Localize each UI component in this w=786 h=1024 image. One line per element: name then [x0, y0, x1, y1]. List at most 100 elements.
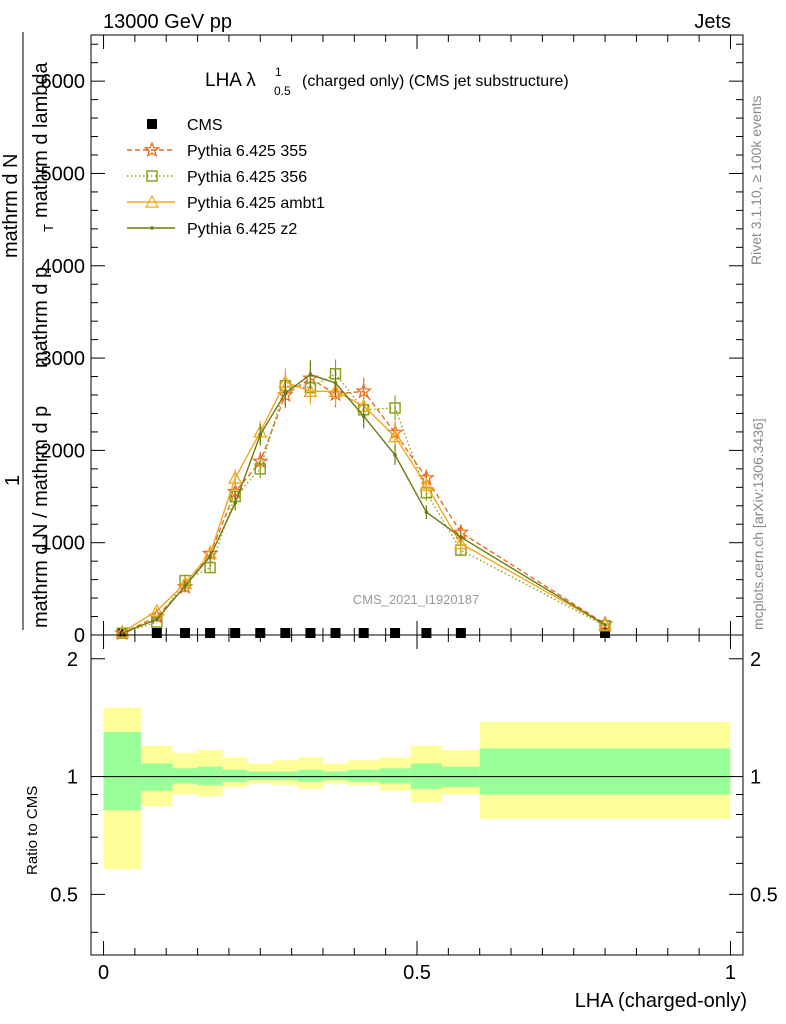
data-point-cms [330, 628, 341, 638]
ratio-inner-band [297, 769, 323, 782]
legend-item-pythia-6-425-ambt1: Pythia 6.425 ambt1 [127, 194, 325, 212]
data-point-pythia-6-425-z2 [208, 554, 212, 559]
legend-label: Pythia 6.425 356 [187, 169, 307, 186]
data-point-pythia-6-425-z2 [361, 414, 366, 419]
energy-label: 13000 GeV pp [103, 11, 232, 33]
ratio-inner-band [348, 769, 380, 782]
data-point-pythia-6-425-ambt1 [149, 603, 164, 617]
data-point-pythia-6-425-356 [151, 616, 163, 628]
legend: CMS Pythia 6.425 355 Pythia 6.425 356 Pythi… [127, 117, 325, 238]
rivet-label: Rivet 3.1.10, ≥ 100k events [748, 95, 764, 265]
svg-text:LHA λ: LHA λ [205, 70, 256, 91]
ratio-inner-band [379, 768, 411, 784]
plot-title-subscript: 0.5 [274, 84, 291, 98]
legend-marker-swatch [143, 141, 161, 158]
data-point-cms [180, 628, 191, 638]
legend-label: CMS [187, 117, 223, 134]
legend-label: Pythia 6.425 z2 [187, 221, 297, 238]
series-pythia-6-425-z2 [120, 360, 607, 635]
data-point-cms [151, 628, 162, 638]
series-line-pythia-6-425-ambt1 [121, 381, 606, 633]
plot-title: LHA λ 1 0.5 (charged only) (CMS jet subs… [205, 65, 569, 98]
plot-title-superscript: 1 [275, 65, 282, 79]
legend-label: Pythia 6.425 ambt1 [187, 195, 325, 212]
data-point-pythia-6-425-z2 [393, 453, 397, 457]
data-point-pythia-6-425-z2 [183, 584, 187, 588]
data-point-pythia-6-425-ambt1 [228, 470, 243, 484]
data-point-pythia-6-425-z2 [283, 391, 288, 395]
data-point-pythia-6-425-ambt1 [419, 478, 434, 492]
main-y-tick-label: 0 [74, 625, 85, 647]
main-y-tick-label: 5000 [41, 163, 86, 185]
plot-title-rest: (charged only) (CMS jet substructure) [302, 73, 569, 90]
main-y-tick-label: 2000 [41, 440, 86, 462]
data-point-pythia-6-425-z2 [155, 617, 159, 622]
data-point-cms [455, 628, 466, 638]
legend-marker-swatch [144, 194, 160, 208]
data-point-pythia-6-425-356 [599, 620, 611, 632]
data-point-cms [390, 628, 401, 638]
ratio-y-tick-label: 1 [67, 767, 78, 789]
data-point-pythia-6-425-z2 [120, 631, 125, 635]
y-label-line3: mathrm d lambda [30, 62, 52, 218]
ratio-x-tick-label: 0.5 [403, 962, 431, 984]
ratio-inner-band [172, 768, 198, 784]
ratio-inner-band [479, 748, 731, 795]
legend-marker-swatch [150, 226, 154, 230]
data-point-cms [600, 628, 611, 638]
data-point-pythia-6-425-ambt1 [387, 429, 403, 443]
ratio-inner-band [141, 763, 173, 791]
ratio-inner-band [222, 769, 248, 782]
legend-item-pythia-6-425-355: Pythia 6.425 355 [127, 141, 307, 160]
legend-item-cms: CMS [147, 117, 223, 134]
ratio-y-tick-label: 2 [67, 649, 78, 671]
ratio-y-tick-label: 0.5 [50, 884, 78, 906]
ratio-x-tick-label: 1 [725, 962, 736, 984]
main-y-tick-label: 3000 [41, 348, 86, 370]
data-point-cms [421, 628, 432, 638]
data-point-pythia-6-425-356 [204, 561, 216, 574]
ratio-inner-band [272, 771, 298, 780]
data-point-cms [205, 628, 216, 638]
data-point-pythia-6-425-ambt1 [303, 383, 318, 397]
plot-title-main: LHA λ [205, 70, 256, 91]
data-point-pythia-6-425-356 [389, 402, 401, 414]
main-y-tick-label: 1000 [41, 533, 86, 555]
series-cms [117, 628, 611, 638]
y-label-numerator: 1 [2, 475, 24, 486]
ratio-inner-band [247, 771, 273, 780]
ratio-y-axis-label: Ratio to CMS [24, 786, 41, 875]
main-y-tick-label: 4000 [41, 256, 86, 278]
main-y-axis-label: 1 mathrm d N mathrm d N / mathrm d p mat… [0, 32, 56, 630]
data-point-cms [305, 628, 316, 638]
data-point-pythia-6-425-356 [254, 463, 267, 475]
series-line-pythia-6-425-356 [122, 372, 606, 634]
data-point-cms [358, 628, 369, 638]
y-label-denominator: mathrm d N / mathrm d p [30, 406, 52, 628]
series-line-pythia-6-425-z2 [122, 373, 606, 634]
legend-label: Pythia 6.425 355 [187, 143, 307, 160]
data-point-cms [255, 628, 266, 638]
legend-item-pythia-6-425-z2: Pythia 6.425 z2 [127, 221, 297, 238]
legend-item-pythia-6-425-356: Pythia 6.425 356 [127, 169, 307, 186]
data-point-pythia-6-425-356 [116, 627, 129, 639]
data-point-pythia-6-425-z2 [308, 372, 313, 377]
ratio-inner-band [322, 771, 349, 780]
ratio-y-tick-label-right: 0.5 [750, 884, 778, 906]
legend-marker-swatch [146, 170, 158, 182]
data-point-pythia-6-425-z2 [459, 535, 463, 539]
data-point-cms [280, 628, 291, 638]
ratio-y-tick-label-right: 2 [750, 649, 761, 671]
y-label-line2: mathrm d p [30, 267, 52, 368]
analysis-watermark: CMS_2021_I1920187 [353, 592, 480, 607]
data-point-pythia-6-425-z2 [333, 381, 338, 385]
data-point-pythia-6-425-z2 [258, 432, 263, 437]
data-point-pythia-6-425-ambt1 [453, 536, 468, 550]
data-point-pythia-6-425-z2 [233, 501, 237, 505]
ratio-inner-band [103, 731, 142, 811]
ratio-x-tick-label: 0 [98, 962, 109, 984]
category-label: Jets [694, 11, 731, 33]
data-point-pythia-6-425-z2 [603, 623, 607, 627]
data-point-cms [230, 628, 241, 638]
data-point-pythia-6-425-ambt1 [597, 617, 613, 631]
